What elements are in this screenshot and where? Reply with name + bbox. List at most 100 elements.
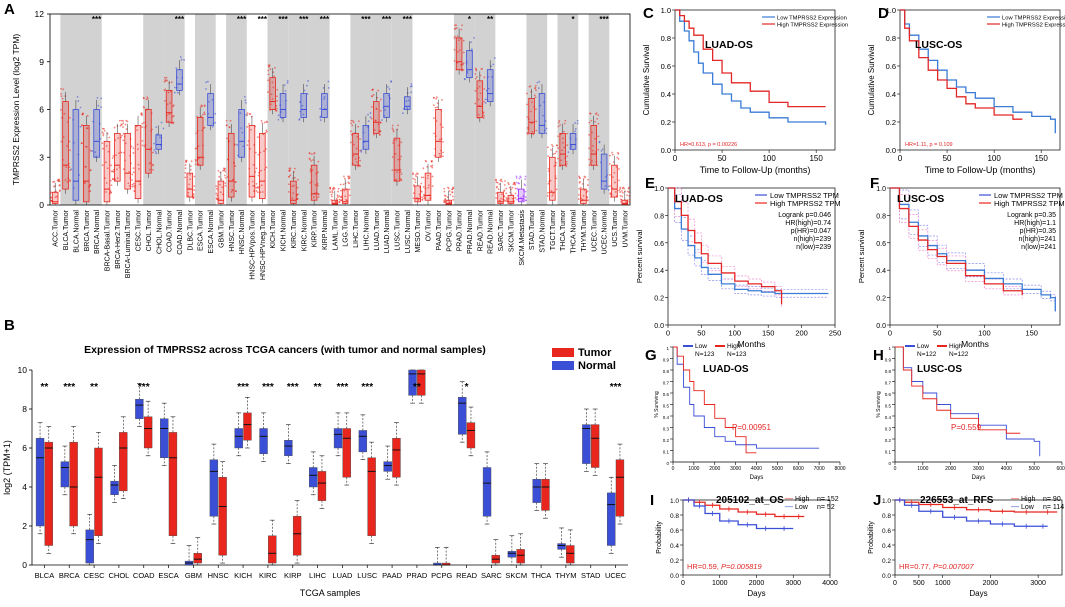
jitter-point (348, 175, 351, 178)
jitter-point (348, 177, 350, 179)
y-tick-label: 0.5 (885, 404, 892, 409)
significance-mark: *** (237, 382, 249, 393)
jitter-point (621, 195, 624, 198)
jitter-point (426, 165, 429, 168)
jitter-point (293, 176, 296, 179)
jitter-point (608, 162, 611, 165)
box (72, 109, 80, 201)
jitter-point (307, 80, 309, 82)
jitter-point (249, 128, 252, 131)
hr-annotation: HR=0.613, p = 0.00226 (680, 142, 737, 148)
jitter-point (535, 120, 538, 123)
jitter-point (420, 182, 423, 185)
jitter-point (192, 195, 195, 198)
jitter-point (80, 124, 83, 127)
jitter-point (89, 169, 92, 172)
jitter-point (354, 158, 357, 160)
legend-label: Normal (578, 360, 616, 372)
survival-curve-high (683, 499, 805, 518)
jitter-point (453, 60, 456, 62)
jitter-point (507, 181, 509, 184)
y-tick-label: 0.6 (882, 528, 891, 535)
jitter-point (410, 85, 413, 88)
box (611, 164, 618, 198)
jitter-point (109, 191, 112, 193)
box (259, 132, 266, 200)
jitter-point (524, 184, 527, 187)
jitter-point (163, 80, 166, 83)
jitter-point (246, 112, 249, 115)
jitter-point (600, 149, 603, 152)
jitter-point (337, 187, 340, 190)
survival-curve-low (895, 499, 1048, 527)
jitter-point (293, 167, 296, 170)
jitter-point (319, 107, 322, 110)
box (621, 199, 629, 205)
jitter-point (242, 145, 245, 148)
jitter-point (431, 166, 434, 169)
jitter-point (293, 184, 295, 187)
jitter-point (263, 150, 265, 153)
y-tick-label: 0.0 (876, 323, 886, 330)
jitter-point (208, 100, 210, 103)
jitter-point (336, 194, 339, 197)
jitter-point (435, 120, 438, 122)
jitter-point (484, 102, 487, 104)
jitter-point (257, 153, 260, 156)
x-tick-label: 1000 (688, 466, 699, 472)
jitter-point (203, 105, 206, 107)
jitter-point (482, 117, 485, 119)
jitter-point (566, 144, 569, 147)
jitter-point (416, 172, 419, 175)
jitter-point (255, 182, 258, 185)
jitter-point (356, 161, 358, 163)
jitter-point (194, 147, 197, 150)
jitter-point (163, 76, 166, 79)
stat-line: HR(high)=0.74 (785, 220, 831, 227)
legend-label: Low TMPRSS2 TPM (994, 191, 1063, 200)
box (62, 101, 69, 190)
jitter-point (193, 189, 196, 192)
jitter-point (431, 185, 434, 188)
jitter-point (410, 91, 413, 94)
jitter-point (501, 180, 503, 183)
jitter-point (194, 163, 197, 166)
panel-label-f: F (870, 175, 879, 192)
jitter-point (369, 116, 372, 119)
jitter-point (578, 176, 581, 179)
jitter-point (329, 191, 332, 193)
chart-title: Expression of TMPRSS2 across TCGA cancer… (84, 344, 486, 356)
x-tick-label: 100 (762, 154, 776, 163)
jitter-point (248, 122, 250, 125)
jitter-point (496, 185, 498, 188)
jitter-point (142, 96, 145, 99)
panel-h: H 0 1000 2000 3000 4000 5000 6000 0 0.1 0.2 0.3 0.4 0… (873, 343, 1065, 481)
jitter-point (431, 164, 434, 167)
p-value-annotation: P=0.00951 (732, 423, 771, 432)
y-tick-label: 1.0 (670, 498, 679, 505)
jitter-point (412, 197, 415, 200)
x-tick-label: 0 (893, 580, 897, 587)
jitter-point (224, 184, 227, 187)
jitter-point (501, 193, 503, 196)
x-tick-label: PRAD (406, 571, 427, 580)
x-tick-label: GBM.Tumor (218, 209, 225, 248)
jitter-point (189, 168, 192, 171)
x-tick-label: 0 (681, 580, 685, 587)
jitter-point (102, 134, 105, 137)
box (238, 109, 245, 158)
jitter-point (106, 167, 109, 170)
legend-label: High (1021, 496, 1036, 503)
x-tick-label: CHOL.Tumor (146, 209, 153, 251)
jitter-point (169, 102, 172, 104)
hr-value: HR=0.59, (687, 562, 721, 571)
jitter-point (552, 192, 555, 195)
jitter-point (168, 113, 171, 115)
x-tick-label: 0 (666, 329, 670, 338)
legend-count: n= 90 (1043, 496, 1061, 503)
jitter-point (456, 35, 459, 38)
legend-label: Low TMPRSS2 Expression (1002, 16, 1065, 22)
legend-mark: — (785, 494, 793, 503)
jitter-point (360, 150, 363, 153)
x-tick-label: LIHC.Tumor (353, 209, 360, 248)
